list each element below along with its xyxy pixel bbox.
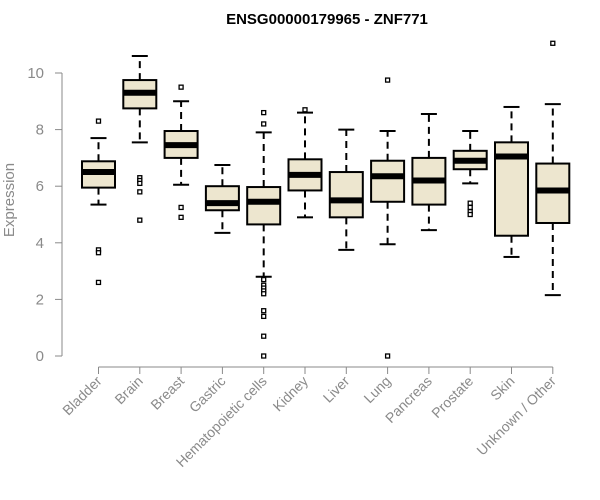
outlier-point bbox=[137, 217, 143, 223]
box-group bbox=[535, 40, 571, 297]
box-iqr bbox=[328, 171, 364, 219]
box-series bbox=[81, 40, 571, 359]
box-group bbox=[122, 55, 158, 223]
outlier-point bbox=[261, 109, 267, 116]
box-group bbox=[163, 84, 199, 220]
outlier-point bbox=[261, 333, 267, 339]
box-iqr bbox=[246, 186, 282, 226]
outlier-point bbox=[261, 313, 267, 320]
chart-title: ENSG00000179965 - ZNF771 bbox=[226, 11, 428, 28]
outlier-point bbox=[261, 121, 267, 127]
box-group bbox=[411, 113, 447, 232]
y-tick-label: 0 bbox=[36, 348, 44, 365]
y-tick-label: 6 bbox=[36, 178, 44, 195]
outlier-point bbox=[467, 200, 473, 206]
y-tick-label: 10 bbox=[27, 65, 44, 82]
outlier-point bbox=[261, 276, 267, 283]
outlier-point bbox=[261, 308, 267, 314]
outlier-point bbox=[384, 77, 391, 83]
outlier-point bbox=[137, 189, 143, 195]
box-group bbox=[246, 109, 282, 359]
outlier-point bbox=[261, 353, 267, 359]
box-group bbox=[81, 118, 116, 286]
box-group bbox=[328, 128, 364, 251]
y-tick-label: 4 bbox=[36, 235, 44, 252]
x-tick-label: Skin bbox=[487, 373, 518, 404]
outlier-point bbox=[137, 180, 143, 187]
box-group bbox=[370, 77, 406, 359]
box-group bbox=[452, 130, 488, 218]
x-tick-label: Brain bbox=[111, 373, 145, 407]
x-tick-label: Breast bbox=[147, 373, 187, 413]
outlier-point bbox=[95, 118, 102, 124]
outlier-point bbox=[302, 107, 308, 113]
outlier-point bbox=[178, 84, 184, 90]
outlier-point bbox=[550, 40, 556, 46]
outlier-point bbox=[95, 279, 102, 286]
y-axis-label: Expression bbox=[1, 163, 18, 237]
box-group bbox=[494, 105, 529, 258]
x-tick-label: Liver bbox=[320, 373, 353, 406]
y-axis: 0 2 4 6 8 10 bbox=[27, 65, 63, 365]
outlier-point bbox=[467, 204, 473, 211]
x-tick-label: Kidney bbox=[270, 373, 312, 415]
x-tick-label: Bladder bbox=[59, 373, 105, 419]
outlier-point bbox=[467, 211, 473, 218]
outlier-point bbox=[95, 250, 102, 256]
outlier-point bbox=[178, 204, 184, 211]
x-tick-label: Lung bbox=[360, 373, 393, 406]
outlier-point bbox=[384, 353, 391, 359]
box-iqr bbox=[204, 185, 240, 212]
outlier-point bbox=[178, 214, 184, 220]
y-tick-label: 8 bbox=[36, 122, 44, 139]
box-group bbox=[287, 107, 323, 219]
y-tick-label: 2 bbox=[36, 291, 44, 308]
outlier-point bbox=[261, 291, 267, 297]
box-group bbox=[204, 163, 240, 234]
x-tick-label: Prostate bbox=[428, 373, 476, 421]
box-iqr bbox=[370, 159, 406, 203]
